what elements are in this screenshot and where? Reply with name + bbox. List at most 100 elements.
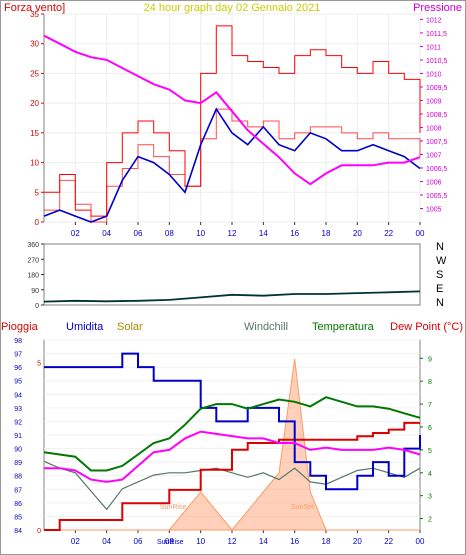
- humidity-tick-label-12: 96: [14, 365, 22, 372]
- solar-series: [44, 358, 420, 531]
- direction-plot-frame: [43, 243, 421, 306]
- direction-y-axis: 0 90 180 270 360: [27, 242, 44, 310]
- wind-x-tick-label-6: 14: [259, 229, 268, 238]
- rain-tick-label-1: 5: [37, 361, 41, 368]
- wind-x-tick-label-3: 08: [165, 229, 174, 238]
- temp-x-tick-label-7: 16: [290, 537, 299, 546]
- temperature-tick-label-6: 8: [428, 379, 432, 386]
- pressure-tick-label-10: 1010: [426, 71, 442, 78]
- wind-pressure-series: [43, 25, 421, 223]
- rain-y-axis: 05: [37, 361, 41, 535]
- temperature-tick-label-3: 5: [428, 448, 432, 455]
- humidity-tick-label-7: 91: [14, 433, 22, 440]
- temp-x-tick-label-9: 20: [353, 537, 362, 546]
- temp-x-tick-label-4: 10: [196, 537, 205, 546]
- temp-x-tick-label-5: 12: [228, 537, 237, 546]
- wind-tick-label-6: 30: [30, 40, 39, 49]
- humidity-tick-label-0: 84: [14, 528, 22, 535]
- direction-series: [43, 290, 421, 303]
- humidity-tick-label-14: 98: [14, 338, 22, 345]
- temp-x-tick-label-10: 22: [384, 537, 393, 546]
- wind-x-tick-label-7: 16: [290, 229, 299, 238]
- pressure-tick-label-4: 1007: [426, 152, 442, 159]
- wind-tick-label-1: 5: [35, 188, 40, 197]
- temp-x-tick-label-1: 04: [102, 537, 111, 546]
- pressure-tick-label-12: 1011: [426, 44, 441, 51]
- wind-x-tick-label-1: 04: [102, 229, 111, 238]
- pressure-series: [43, 34, 421, 186]
- temperature-tick-label-1: 3: [428, 494, 432, 501]
- compass-label-w-1: W: [436, 255, 447, 267]
- wind-x-tick-label-11: 00: [416, 229, 425, 238]
- temperature-tick-label-4: 6: [428, 425, 432, 432]
- pressure-tick-label-9: 1009,5: [426, 85, 448, 92]
- direction-tick-label-2: 180: [27, 273, 39, 280]
- pressure-tick-label-3: 1006,5: [426, 166, 448, 173]
- pressure-tick-label-0: 1005: [426, 206, 442, 213]
- wind-tick-label-0: 0: [35, 218, 40, 227]
- wind-series: [44, 108, 421, 223]
- humidity-y-axis: 84 85 86 87 88 89 90 91 92 93 94 95 96 97 98: [14, 338, 22, 535]
- temp-x-tick-label-3: 08: [165, 537, 174, 546]
- direction-tick-label-4: 360: [27, 242, 39, 249]
- direction-series: [43, 290, 421, 303]
- humidity-tick-label-4: 88: [14, 474, 22, 481]
- wind-x-tick-label-5: 12: [228, 229, 237, 238]
- compass-label-s-2: S: [436, 269, 443, 281]
- wind-x-tick-label-10: 22: [384, 229, 393, 238]
- humidity-series: [44, 352, 421, 491]
- humidity-tick-label-8: 92: [14, 419, 22, 426]
- pressure-tick-label-6: 1008: [426, 125, 442, 132]
- solar-label: Solar: [117, 321, 143, 333]
- wind-tick-label-3: 15: [30, 129, 39, 138]
- pressure-tick-label-2: 1006: [426, 179, 442, 186]
- direction-tick-label-1: 90: [31, 288, 39, 295]
- wind-tick-label-2: 10: [30, 159, 39, 168]
- humidity-tick-label-3: 87: [14, 487, 22, 494]
- gust-series: [44, 25, 421, 217]
- rain-series: [44, 421, 420, 531]
- wind-tick-label-7: 35: [30, 10, 39, 19]
- wind-x-tick-label-2: 06: [134, 229, 143, 238]
- wind-tick-label-4: 20: [30, 99, 39, 108]
- humidity-tick-label-11: 95: [14, 379, 22, 386]
- pressure-tick-label-8: 1009: [426, 98, 442, 105]
- direction-tick-label-3: 270: [27, 257, 39, 264]
- temp-x-tick-label-6: 14: [259, 537, 268, 546]
- temperature-tick-label-5: 7: [428, 402, 432, 409]
- dewpoint-series: [44, 430, 421, 483]
- sunrise-annotation-upper: SunRise: [160, 504, 187, 511]
- humidity-tick-label-13: 97: [14, 352, 22, 359]
- temperature-x-axis: 02 04 06 08 10 12 14 16 18 20 22 00: [71, 530, 425, 546]
- graph-title: 24 hour graph day 02 Gennaio 2021: [144, 2, 321, 14]
- pressure-tick-label-14: 1012: [426, 17, 442, 24]
- wind-x-tick-label-9: 20: [353, 229, 362, 238]
- avg-wind-series: [43, 107, 421, 223]
- temperature-y-axis: 2 3 4 5 6 7 8 9: [420, 356, 432, 524]
- pressure-y-axis: 1005 1005,5 1006 1006,5 1007 1007,5 1008 1008,5…: [420, 17, 448, 213]
- humidity-tick-label-9: 93: [14, 406, 22, 413]
- temperature-tick-label-2: 4: [428, 471, 432, 478]
- windchill-series: [43, 460, 421, 511]
- rain-tick-label-0: 0: [37, 528, 41, 535]
- pressure-tick-label-11: 1010,5: [426, 58, 448, 65]
- wind-x-tick-label-4: 10: [196, 229, 205, 238]
- sunrise-annotation-lower: SunRise: [157, 539, 184, 546]
- wind-tick-label-5: 25: [30, 69, 39, 78]
- wind-x-tick-label-0: 02: [71, 229, 80, 238]
- humidity-tick-label-5: 89: [14, 460, 22, 467]
- humidity-tick-label-1: 85: [14, 514, 22, 521]
- temp-x-tick-label-2: 06: [134, 537, 143, 546]
- temperature-label: Temperatura: [312, 321, 375, 333]
- sunset-annotation: SunSet: [291, 504, 314, 511]
- temperature-tick-label-0: 2: [428, 517, 432, 524]
- temperature-series: [43, 396, 421, 472]
- wind-x-tick-label-8: 18: [322, 229, 331, 238]
- temp-x-tick-label-8: 18: [322, 537, 331, 546]
- direction-tick-label-0: 0: [35, 303, 39, 310]
- temp-x-tick-label-11: 00: [416, 537, 425, 546]
- pressure-axis-title: Pressione: [413, 2, 462, 14]
- humidity-tick-label-10: 94: [14, 392, 22, 399]
